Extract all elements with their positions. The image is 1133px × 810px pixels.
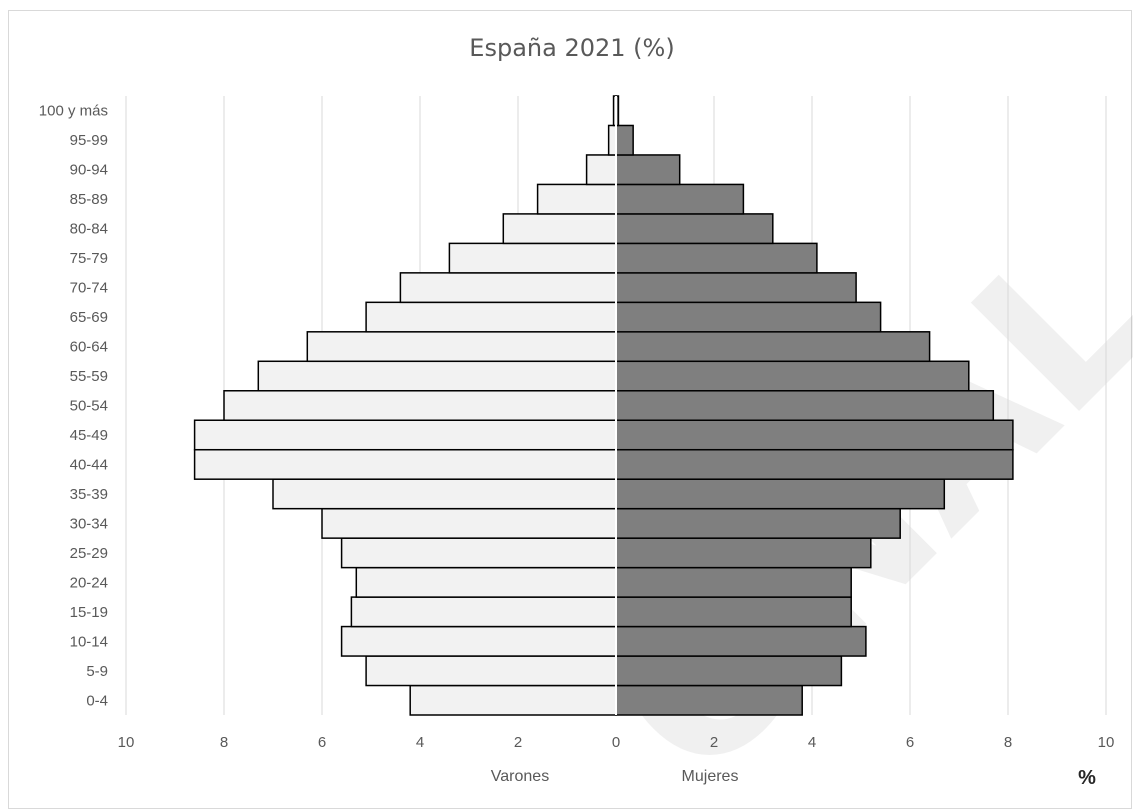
bar-varones-85-89 xyxy=(536,183,617,215)
age-label: 45-49 xyxy=(70,427,108,444)
x-tick-label: 10 xyxy=(1098,734,1115,751)
bar-varones-75-79 xyxy=(448,242,617,274)
x-tick-label: 8 xyxy=(220,734,228,751)
bar-mujeres-5-9 xyxy=(615,655,843,687)
bar-mujeres-40-44 xyxy=(615,448,1014,480)
bar-mujeres-85-89 xyxy=(615,183,745,215)
bar-varones-65-69 xyxy=(365,301,617,333)
bar-varones-90-94 xyxy=(585,154,617,186)
bar-mujeres-15-19 xyxy=(615,596,852,628)
x-tick-label: 10 xyxy=(118,734,135,751)
bar-mujeres-80-84 xyxy=(615,213,774,245)
bar-mujeres-45-49 xyxy=(615,419,1014,451)
age-label: 55-59 xyxy=(70,368,108,385)
age-label: 15-19 xyxy=(70,604,108,621)
bar-mujeres-10-14 xyxy=(615,625,867,657)
x-tick-label: 2 xyxy=(710,734,718,751)
bar-mujeres-35-39 xyxy=(615,478,946,510)
age-label: 100 y más xyxy=(39,103,108,120)
bar-mujeres-70-74 xyxy=(615,272,857,304)
bar-varones-25-29 xyxy=(340,537,617,569)
bar-mujeres-25-29 xyxy=(615,537,872,569)
age-label: 35-39 xyxy=(70,486,108,503)
age-label: 20-24 xyxy=(70,574,108,591)
bar-varones-5-9 xyxy=(365,655,617,687)
age-label: 50-54 xyxy=(70,398,108,415)
x-tick-label: 4 xyxy=(808,734,816,751)
bar-varones-95-99 xyxy=(607,124,617,156)
age-label: 30-34 xyxy=(70,515,108,532)
age-label: 75-79 xyxy=(70,250,108,267)
age-label: 10-14 xyxy=(70,633,108,650)
age-label: 25-29 xyxy=(70,545,108,562)
age-label: 60-64 xyxy=(70,339,108,356)
age-label: 80-84 xyxy=(70,221,108,238)
x-tick-label: 8 xyxy=(1004,734,1012,751)
x-label-right: Mujeres xyxy=(682,768,739,785)
bar-varones-35-39 xyxy=(272,478,617,510)
age-label: 90-94 xyxy=(70,162,108,179)
x-tick-labels: 10 8 6 4 2 0 2 4 6 8 10 xyxy=(118,734,1115,751)
age-label: 40-44 xyxy=(70,456,108,473)
bar-varones-50-54 xyxy=(223,390,617,421)
bar-mujeres-90-94 xyxy=(615,154,681,186)
bar-mujeres-20-24 xyxy=(615,566,852,598)
bar-varones-60-64 xyxy=(306,331,617,363)
x-label-left: Varones xyxy=(491,768,549,785)
bar-mujeres-55-59 xyxy=(615,360,970,392)
bar-mujeres-65-69 xyxy=(615,301,882,333)
bar-mujeres-95-99 xyxy=(615,124,634,156)
bar-mujeres-75-79 xyxy=(615,242,818,274)
bar-varones-20-24 xyxy=(355,566,617,598)
bar-varones-15-19 xyxy=(350,596,617,628)
bars xyxy=(193,95,1014,716)
age-label: 85-89 xyxy=(70,191,108,208)
bar-varones-70-74 xyxy=(399,272,617,304)
bar-varones-55-59 xyxy=(257,360,617,392)
age-labels: 0-4 5-9 10-14 15-19 20-24 25-29 30-34 35-39 40-4… xyxy=(39,103,108,710)
age-label: 5-9 xyxy=(86,663,108,680)
bar-mujeres-50-54 xyxy=(615,390,995,421)
bar-mujeres-0-4 xyxy=(615,684,803,716)
unit-label: % xyxy=(1078,767,1096,789)
age-label: 0-4 xyxy=(86,692,108,709)
x-tick-label: 6 xyxy=(318,734,326,751)
bar-varones-10-14 xyxy=(340,625,617,657)
age-label: 65-69 xyxy=(70,309,108,326)
x-tick-label: 0 xyxy=(612,734,620,751)
age-label: 70-74 xyxy=(70,280,108,297)
bar-varones-40-44 xyxy=(193,448,617,480)
bar-varones-80-84 xyxy=(502,213,617,245)
x-tick-label: 6 xyxy=(906,734,914,751)
bar-mujeres-60-64 xyxy=(615,331,931,363)
age-label: 95-99 xyxy=(70,132,108,149)
bar-varones-45-49 xyxy=(193,419,617,451)
x-tick-label: 4 xyxy=(416,734,424,751)
bar-varones-30-34 xyxy=(321,507,617,539)
x-tick-label: 2 xyxy=(514,734,522,751)
bar-varones-0-4 xyxy=(409,684,617,716)
chart-title: España 2021 (%) xyxy=(469,34,674,62)
bar-mujeres-30-34 xyxy=(615,507,901,539)
